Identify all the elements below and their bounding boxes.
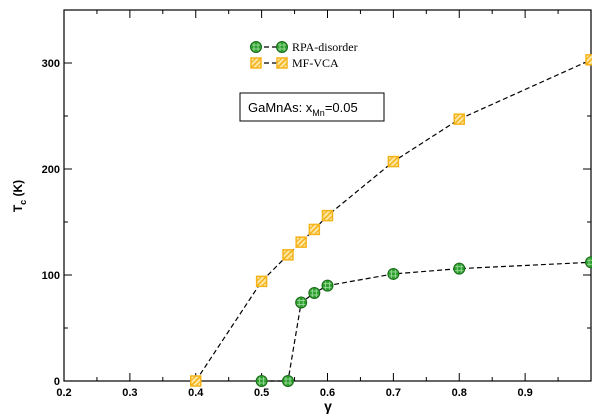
data-point (321, 279, 334, 292)
x-tick-label: 0.2 (56, 387, 71, 399)
y-tick-label: 0 (54, 376, 60, 388)
legend-label: RPA-disorder (292, 40, 358, 54)
y-axis-title: Tc (K) (11, 180, 28, 212)
axis-ticks (63, 10, 591, 382)
legend-marker (250, 57, 262, 69)
x-tick-label: 0.6 (320, 387, 335, 399)
data-point (387, 155, 400, 168)
legend: RPA-disorder MF-VCA (244, 37, 362, 73)
data-point (321, 209, 334, 222)
data-point (308, 287, 321, 300)
y-tick-label: 300 (42, 58, 60, 70)
annotation-box: GaMnAs: xMn=0.05 (239, 92, 385, 122)
data-point (387, 267, 400, 280)
legend-marker (276, 41, 288, 53)
x-tick-label: 0.5 (254, 387, 269, 399)
data-point (453, 113, 465, 125)
data-point (255, 375, 268, 387)
legend-box (244, 37, 362, 73)
y-tick-label: 100 (42, 270, 60, 282)
legend-marker (276, 57, 288, 69)
x-tick-label: 0.8 (452, 387, 467, 399)
x-tick-label: 0.9 (517, 387, 532, 399)
data-point (308, 223, 321, 236)
x-tick-label: 0.3 (122, 387, 137, 399)
data-point (282, 249, 294, 261)
series-line-1 (261, 261, 592, 382)
x-axis-title: γ (324, 398, 332, 414)
data-point (295, 296, 308, 309)
data-point (281, 375, 294, 387)
x-tick-label: 0.7 (386, 387, 401, 399)
legend-label: MF-VCA (292, 56, 339, 70)
data-point (295, 236, 307, 248)
legend-marker (250, 41, 262, 53)
series-points (190, 54, 592, 387)
data-point (585, 256, 592, 269)
data-point (255, 275, 268, 288)
data-point (453, 262, 466, 275)
x-tick-label: 0.4 (188, 387, 204, 399)
data-point (190, 375, 202, 387)
data-point (585, 54, 592, 66)
axis-tick-labels: 0.2 0.3 0.4 0.5 0.6 0.7 0.8 0.9 0 100 200 300 (42, 58, 533, 399)
annotation-text: GaMnAs: xMn=0.05 (248, 100, 358, 118)
y-tick-label: 200 (42, 164, 60, 176)
